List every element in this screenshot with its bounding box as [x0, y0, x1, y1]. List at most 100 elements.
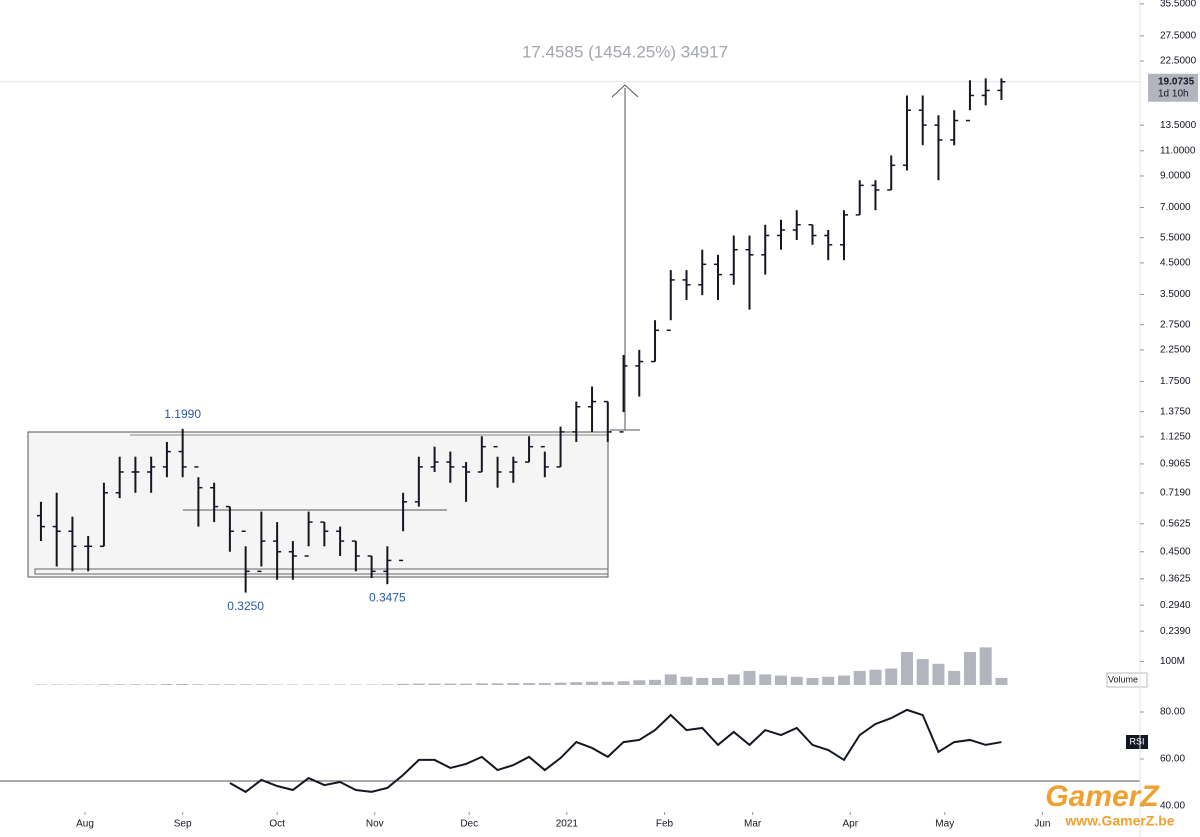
volume-bar — [885, 668, 898, 685]
y-tick-label: 35.5000 — [1160, 0, 1197, 9]
annotation-label: 0.3250 — [227, 599, 264, 613]
volume-bar — [680, 676, 693, 685]
y-tick-label: 0.9065 — [1160, 459, 1191, 470]
y-tick-label: 13.5000 — [1160, 120, 1197, 131]
volume-bar — [649, 679, 662, 685]
annotation-label: 1.1990 — [164, 407, 201, 421]
volume-bar — [806, 677, 819, 685]
volume-bar — [979, 647, 992, 685]
x-tick-label: Nov — [366, 819, 384, 830]
y-tick-label: 0.4500 — [1160, 546, 1191, 557]
x-tick-label: Aug — [76, 819, 94, 830]
y-tick-label: 2.2500 — [1160, 345, 1191, 356]
y-tick-label: 0.2390 — [1160, 626, 1191, 637]
volume-bar — [712, 677, 725, 685]
volume-bar — [664, 674, 677, 685]
volume-bar — [381, 684, 394, 685]
volume-bar — [113, 684, 126, 685]
x-tick-label: Sep — [174, 819, 192, 830]
volume-label: Volume — [1108, 674, 1138, 684]
y-tick-label: 1.1250 — [1160, 431, 1191, 442]
annotation-label: 0.3475 — [369, 590, 406, 604]
volume-bar — [586, 681, 599, 685]
measure-label: 17.4585 (1454.25%) 34917 — [522, 42, 728, 61]
volume-bar — [223, 684, 236, 685]
volume-bar — [774, 675, 787, 685]
y-tick-label: 4.5000 — [1160, 258, 1191, 269]
volume-bar — [916, 659, 929, 685]
volume-bar — [145, 684, 158, 685]
y-tick-label: 2.7500 — [1160, 319, 1191, 330]
support-line — [34, 568, 609, 575]
y-tick-label: 0.5625 — [1160, 518, 1191, 529]
measure-arrow-head — [611, 84, 639, 98]
y-tick-label: 0.7190 — [1160, 488, 1191, 499]
volume-bar — [160, 684, 173, 685]
volume-bar — [617, 681, 630, 685]
y-tick-label: 1.7500 — [1160, 376, 1191, 387]
y-tick-label: 3.5000 — [1160, 289, 1191, 300]
volume-bar — [743, 670, 756, 685]
volume-bar — [932, 663, 945, 685]
volume-bar — [948, 670, 961, 685]
volume-bar — [428, 683, 441, 685]
x-tick-label: Apr — [842, 819, 858, 830]
volume-bar — [507, 683, 520, 685]
volume-bar — [759, 674, 772, 685]
countdown-label: 1d 10h — [1158, 88, 1189, 99]
volume-bar — [995, 677, 1008, 685]
x-tick-label: 2021 — [556, 819, 579, 830]
range-box — [27, 431, 609, 578]
volume-bar — [900, 652, 913, 685]
volume-bar — [869, 669, 882, 685]
rsi-line — [229, 708, 1002, 794]
volume-bar — [208, 684, 221, 685]
volume-bar — [601, 681, 614, 685]
volume-bar — [570, 682, 583, 685]
volume-bar — [129, 684, 142, 685]
rsi-label: RSI — [1129, 736, 1144, 746]
volume-bar — [239, 684, 252, 685]
volume-bar — [192, 684, 205, 685]
y-tick-label: 0.3625 — [1160, 574, 1191, 585]
volume-bar — [538, 683, 551, 685]
rsi-tick-label: 40.00 — [1160, 801, 1185, 812]
y-tick-label: 11.0000 — [1160, 145, 1196, 156]
volume-bar — [790, 676, 803, 685]
volume-bar — [255, 684, 268, 685]
y-tick-label: 0.2940 — [1160, 600, 1191, 611]
y-tick-label: 5.5000 — [1160, 232, 1191, 243]
volume-tick-label: 100M — [1160, 656, 1185, 667]
y-tick-label: 1.3750 — [1160, 406, 1191, 417]
x-tick-label: Jun — [1034, 819, 1050, 830]
volume-bar — [696, 677, 709, 685]
rsi-tick-label: 80.00 — [1160, 707, 1185, 718]
y-tick-label: 9.0000 — [1160, 171, 1191, 182]
volume-bar — [97, 684, 110, 685]
x-tick-label: Dec — [460, 819, 478, 830]
rsi-label-box — [1126, 735, 1148, 749]
volume-bar — [853, 670, 866, 685]
rsi-tick-label: 60.00 — [1160, 754, 1185, 765]
volume-bar — [727, 674, 740, 685]
x-tick-label: Feb — [656, 819, 674, 830]
volume-bar — [176, 684, 189, 685]
volume-bar — [491, 683, 504, 685]
volume-bar — [837, 675, 850, 685]
y-tick-label: 7.0000 — [1160, 202, 1191, 213]
watermark-url: www.GamerZ.be — [1064, 813, 1174, 829]
volume-label-box — [1106, 672, 1148, 688]
x-tick-label: May — [935, 819, 954, 830]
volume-bar — [460, 683, 473, 685]
last-price-label: 19.0735 — [1158, 76, 1195, 87]
y-tick-label: 27.5000 — [1160, 30, 1197, 41]
last-price-box — [1148, 73, 1198, 102]
volume-bar — [822, 676, 835, 685]
volume-bar — [444, 683, 457, 685]
volume-bar — [963, 652, 976, 685]
watermark-title: GamerZ — [1045, 780, 1160, 813]
x-tick-label: Oct — [269, 819, 285, 830]
volume-bar — [523, 683, 536, 685]
